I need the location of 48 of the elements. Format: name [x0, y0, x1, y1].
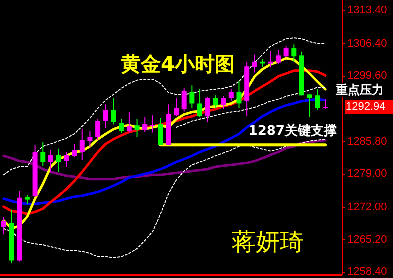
candlestick — [72, 144, 78, 158]
candlestick — [103, 104, 108, 129]
series-label: 1287关键支撑 — [248, 123, 337, 140]
annotation: 蒋妍琦 — [232, 228, 304, 256]
candlestick — [96, 118, 101, 141]
candlestick — [205, 97, 210, 123]
candlestick — [190, 85, 195, 109]
candlestick — [158, 118, 164, 146]
candlestick — [236, 80, 242, 109]
candlestick — [126, 112, 132, 134]
text: 黄金4小时图 — [120, 52, 235, 76]
candlestick — [307, 94, 312, 118]
candlestick — [119, 118, 124, 134]
candlestick — [64, 152, 70, 168]
y-tick-label: 1265.20 — [348, 234, 388, 246]
line-series — [3, 138, 326, 258]
y-tick-label: 1306.40 — [348, 38, 388, 50]
candlestick — [252, 54, 258, 74]
candlestick — [284, 46, 289, 58]
candlestick — [40, 142, 46, 167]
candlestick — [48, 150, 54, 173]
candlestick — [174, 98, 179, 118]
candlestick — [228, 88, 234, 102]
candlestick — [88, 130, 93, 148]
candlestick — [56, 148, 62, 173]
y-tick-label: 1272.00 — [348, 201, 388, 214]
candlestick — [315, 88, 320, 111]
text: 1292.94 — [346, 101, 386, 113]
candlestick — [1, 216, 6, 235]
candlestick — [182, 88, 187, 112]
y-tick-label: 1258.40 — [348, 266, 388, 278]
y-tick-label: 1279.00 — [348, 168, 388, 180]
y-tick-label: 1285.80 — [348, 136, 388, 148]
candlestick — [150, 115, 156, 134]
y-tick-label: 1313.40 — [348, 4, 388, 16]
candlestick — [276, 49, 281, 65]
candlestick — [198, 88, 203, 118]
candlestick — [142, 117, 148, 133]
candlestick — [268, 50, 274, 68]
candlestick — [134, 118, 140, 138]
y-tick-label: 1299.60 — [348, 70, 388, 82]
candlestick — [292, 44, 297, 62]
candlestick — [221, 96, 226, 110]
annotation: 重点压力 — [335, 83, 384, 97]
candlestick — [111, 98, 116, 126]
candlestick — [213, 95, 218, 109]
candlestick — [80, 128, 85, 161]
candlestick — [24, 194, 30, 205]
